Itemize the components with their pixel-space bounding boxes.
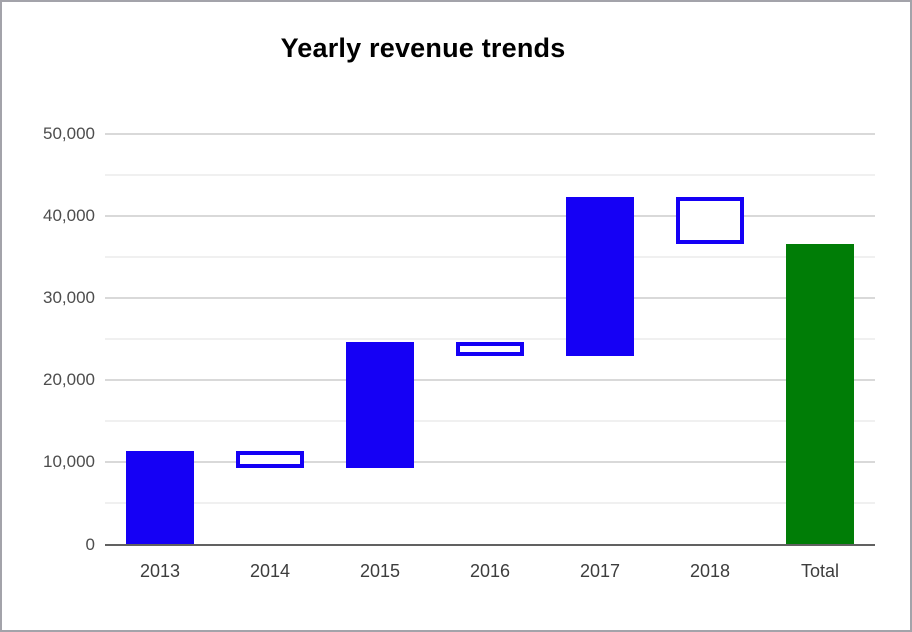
- x-axis-label-2017: 2017: [579, 561, 621, 581]
- gridline-major: [105, 132, 875, 135]
- waterfall-bar-2016: [456, 342, 524, 357]
- y-axis-label: 30,000: [43, 287, 95, 307]
- waterfall-bar-total: [786, 244, 854, 545]
- x-axis-label-total: Total: [800, 561, 840, 581]
- gridline-minor: [105, 338, 875, 340]
- waterfall-bar-2018: [676, 196, 744, 245]
- gridline-minor: [105, 173, 875, 176]
- x-axis-label-2016: 2016: [469, 561, 511, 581]
- y-axis-label: 20,000: [43, 370, 95, 390]
- chart-title: Yearly revenue trends: [280, 33, 566, 63]
- waterfall-bar-2014: [236, 450, 304, 469]
- gridline-major: [105, 379, 875, 382]
- gridline-major: [105, 461, 875, 464]
- y-axis-label: 0: [85, 534, 95, 554]
- gridline-major: [105, 296, 875, 299]
- y-axis-label: 40,000: [43, 205, 95, 225]
- y-axis-label: 10,000: [43, 452, 95, 472]
- x-axis-label-2018: 2018: [689, 561, 731, 581]
- y-axis-label: 50,000: [43, 123, 95, 143]
- x-axis-label-2014: 2014: [249, 561, 291, 581]
- gridline-major: [105, 214, 875, 217]
- x-axis-label-2013: 2013: [139, 561, 181, 581]
- waterfall-bar-2013: [126, 450, 194, 545]
- x-axis-label-2015: 2015: [359, 561, 401, 581]
- waterfall-bar-2015: [346, 342, 414, 469]
- waterfall-bar-2017: [566, 196, 634, 357]
- gridline-minor: [105, 255, 875, 258]
- x-axis-baseline: [105, 543, 875, 546]
- gridline-minor: [105, 502, 875, 505]
- gridline-minor: [105, 420, 875, 423]
